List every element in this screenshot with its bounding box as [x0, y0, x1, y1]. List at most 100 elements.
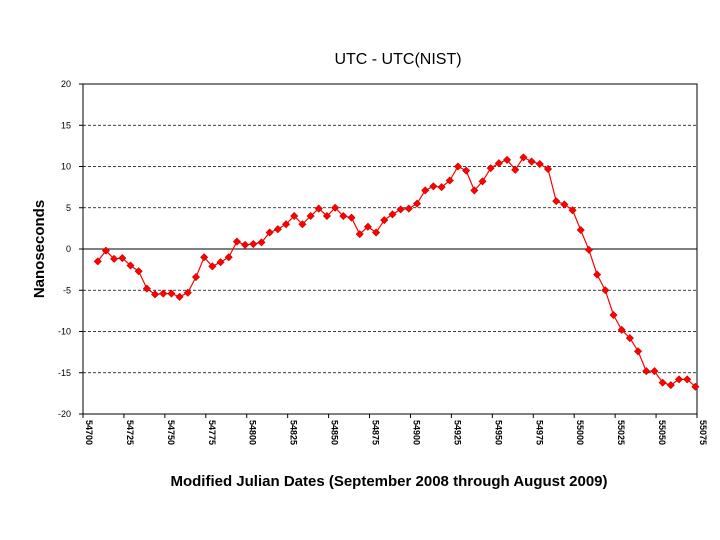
x-tick-label: 54775	[207, 420, 217, 445]
data-point	[437, 183, 446, 192]
y-tick-label: 5	[66, 203, 71, 213]
y-tick-label: -15	[58, 368, 71, 378]
data-point	[101, 246, 110, 255]
y-tick-label: -10	[58, 327, 71, 337]
data-point	[298, 220, 307, 229]
data-point	[331, 203, 340, 212]
data-point	[93, 257, 102, 266]
data-point	[543, 164, 553, 173]
x-tick-label: 54725	[125, 420, 135, 445]
x-tick-label: 54700	[84, 420, 94, 445]
data-point	[453, 162, 462, 171]
data-point	[257, 238, 266, 247]
data-point	[265, 228, 274, 237]
data-point	[511, 165, 520, 174]
data-point	[372, 228, 381, 237]
data-point	[445, 176, 454, 185]
data-point	[363, 222, 372, 231]
y-tick-label: -20	[58, 409, 71, 419]
data-point	[568, 206, 577, 215]
data-point	[642, 367, 651, 376]
data-point	[617, 325, 626, 334]
data-point	[249, 240, 258, 249]
data-point	[494, 159, 503, 168]
y-axis-title: Nanoseconds	[31, 200, 48, 298]
data-point	[183, 288, 192, 297]
x-tick-label: 54875	[371, 420, 381, 445]
data-point	[503, 155, 512, 164]
data-point	[396, 205, 405, 214]
data-point	[552, 197, 561, 206]
data-point	[142, 284, 151, 293]
x-tick-label: 54825	[289, 420, 299, 445]
data-point	[666, 381, 675, 390]
data-point	[110, 254, 119, 263]
data-point	[224, 253, 233, 262]
data-point	[560, 200, 569, 209]
data-point	[683, 375, 692, 384]
y-tick-label: -5	[63, 285, 71, 295]
x-tick-label: 54925	[452, 420, 462, 445]
x-tick-label: 54750	[166, 420, 176, 445]
data-point	[527, 157, 536, 166]
data-point	[167, 289, 176, 298]
data-point	[208, 262, 217, 271]
data-point	[470, 186, 479, 195]
x-tick-label: 54850	[330, 420, 340, 445]
data-point	[650, 367, 659, 376]
data-point	[658, 378, 667, 387]
data-point	[134, 267, 143, 276]
data-point	[314, 204, 323, 213]
data-point	[691, 382, 700, 391]
x-tick-label: 55050	[657, 420, 667, 445]
data-point	[282, 220, 291, 229]
data-point	[241, 240, 250, 249]
x-axis-tick-labels: 54700 54725 54750 54775 54800 54825 54850 54875…	[82, 414, 708, 445]
y-tick-label: 0	[66, 244, 71, 254]
x-tick-label: 54900	[411, 420, 421, 445]
data-point	[634, 347, 643, 356]
data-point	[191, 273, 201, 282]
data-point	[609, 310, 618, 320]
data-point	[404, 204, 413, 213]
y-tick-label: 20	[61, 79, 71, 89]
data-point	[478, 177, 487, 186]
data-point	[576, 226, 585, 235]
x-tick-label: 54950	[493, 420, 503, 445]
data-point	[584, 245, 593, 254]
x-tick-label: 55000	[575, 420, 585, 445]
data-point	[347, 213, 356, 222]
data-point	[232, 237, 241, 246]
data-point	[200, 253, 209, 262]
chart-title: UTC - UTC(NIST)	[334, 51, 461, 68]
data-point	[290, 211, 299, 221]
y-axis-tick-labels: -20 -15 -10 -5 0 5 10 15 20	[58, 79, 83, 419]
data-point	[306, 211, 315, 221]
series-utc-nist	[93, 153, 700, 391]
data-point	[159, 289, 168, 298]
data-point	[535, 160, 544, 169]
data-point	[151, 290, 160, 299]
data-point	[486, 164, 495, 173]
data-point	[421, 186, 430, 195]
data-point	[380, 216, 389, 225]
gridlines	[83, 124, 697, 374]
data-point	[273, 225, 282, 234]
data-point	[593, 270, 602, 279]
data-point	[355, 230, 364, 239]
data-point	[519, 153, 528, 162]
data-point	[412, 199, 422, 208]
data-point	[339, 211, 348, 221]
series-line	[97, 156, 696, 388]
data-point	[601, 286, 610, 295]
x-tick-label: 54975	[534, 420, 544, 445]
data-point	[625, 334, 634, 343]
x-axis-title: Modified Julian Dates (September 2008 th…	[170, 473, 607, 490]
data-point	[462, 166, 471, 175]
data-point	[126, 261, 135, 270]
data-point	[388, 210, 397, 219]
data-point	[429, 182, 438, 191]
y-tick-label: 15	[61, 120, 71, 130]
data-point	[216, 258, 225, 267]
